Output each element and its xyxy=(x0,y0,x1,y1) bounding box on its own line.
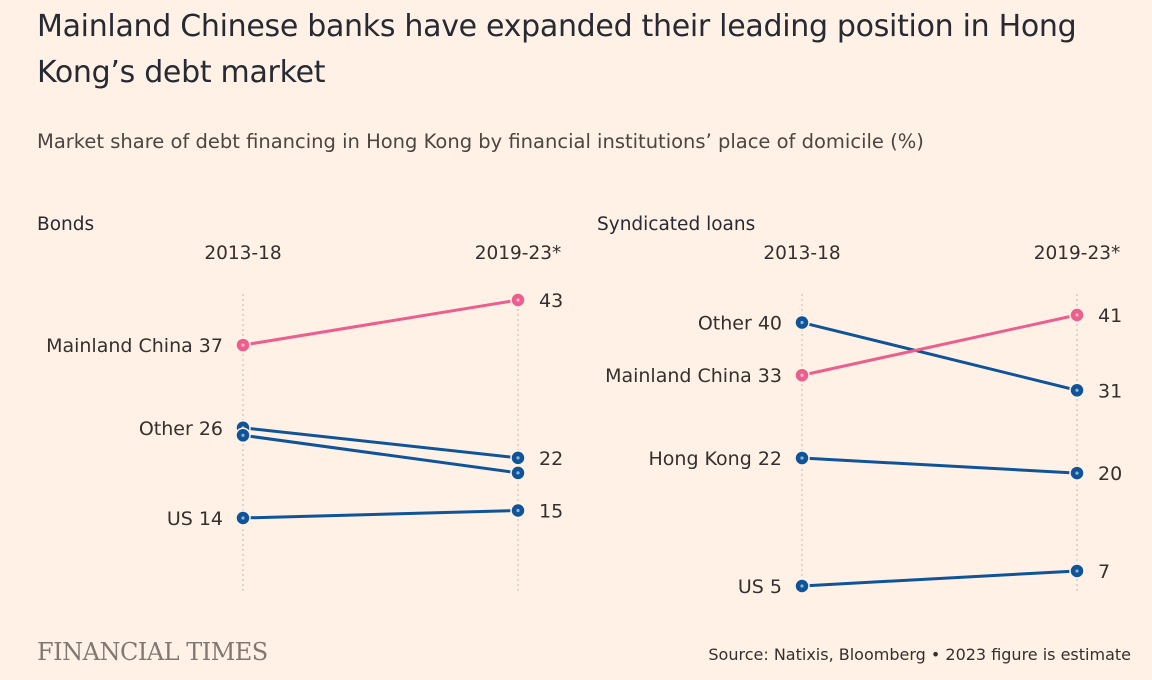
right-value-label: 7 xyxy=(1098,561,1110,583)
point-highlight xyxy=(800,456,804,460)
series-line xyxy=(801,321,1078,392)
period-label: 2013-18 xyxy=(763,243,840,264)
period-label: 2013-18 xyxy=(204,243,281,264)
right-value-label: 41 xyxy=(1098,305,1122,327)
point-highlight xyxy=(241,516,245,520)
left-value-label: Mainland China 37 xyxy=(46,335,223,357)
series-line xyxy=(801,313,1078,377)
point-highlight xyxy=(241,433,245,437)
left-value-label: US 14 xyxy=(167,508,223,530)
point-highlight xyxy=(1075,313,1079,317)
left-value-label: Hong Kong 22 xyxy=(648,448,782,470)
period-label: 2019-23* xyxy=(1034,243,1121,264)
point-highlight xyxy=(241,343,245,347)
series-line xyxy=(801,456,1078,475)
series-line xyxy=(242,298,519,347)
point-highlight xyxy=(800,584,804,588)
left-value-label: Other 26 xyxy=(139,418,223,440)
series-line xyxy=(242,426,519,460)
chart-title: Mainland Chinese banks have expanded the… xyxy=(37,9,1077,90)
point-highlight xyxy=(800,373,804,377)
source-note: Source: Natixis, Bloomberg • 2023 figure… xyxy=(708,645,1131,664)
point-highlight xyxy=(516,298,520,302)
left-value-label: US 5 xyxy=(738,576,782,598)
right-value-label: 22 xyxy=(539,448,563,470)
panel-title: Syndicated loans xyxy=(597,214,755,235)
left-value-label: Mainland China 33 xyxy=(605,365,782,387)
right-value-label: 15 xyxy=(539,500,563,522)
point-highlight xyxy=(1075,388,1079,392)
period-label: 2019-23* xyxy=(475,243,562,264)
panel-title: Bonds xyxy=(37,214,94,235)
point-highlight xyxy=(516,456,520,460)
series-line xyxy=(242,508,519,520)
point-highlight xyxy=(1075,569,1079,573)
financial-times-logo: FINANCIAL TIMES xyxy=(37,638,268,666)
right-value-label: 20 xyxy=(1098,463,1122,485)
series-line xyxy=(801,569,1078,588)
point-highlight xyxy=(516,508,520,513)
right-value-label: 43 xyxy=(539,290,563,312)
point-highlight xyxy=(516,471,520,475)
chart-subtitle: Market share of debt financing in Hong K… xyxy=(37,130,924,153)
point-highlight xyxy=(800,320,804,325)
series-line xyxy=(242,433,519,475)
point-highlight xyxy=(1075,471,1079,475)
right-value-label: 31 xyxy=(1098,380,1122,402)
left-value-label: Other 40 xyxy=(698,313,782,335)
